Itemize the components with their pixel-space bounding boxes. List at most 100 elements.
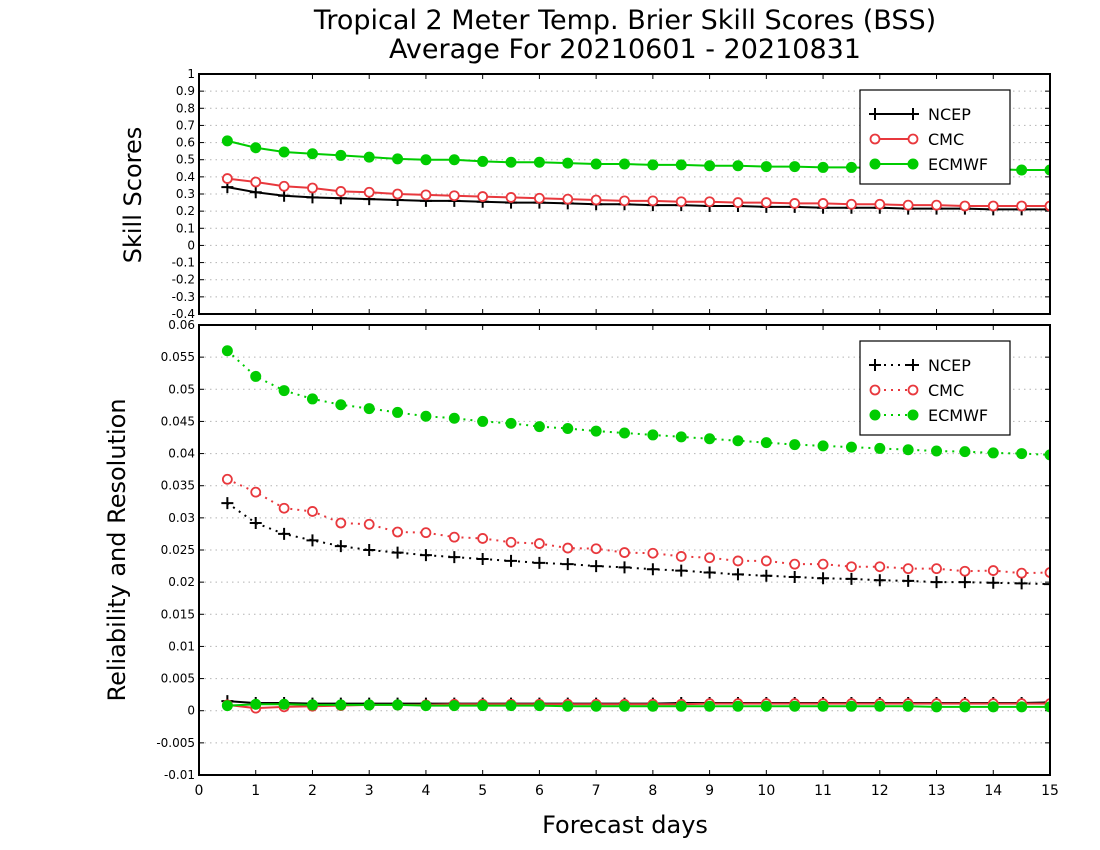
relres-ncep-point: [533, 556, 546, 569]
relres-ecmwf-point: [987, 447, 999, 459]
relres-ncep-point: [476, 553, 489, 565]
relres-cmc-point: [250, 486, 262, 498]
relres-cmc-point: [874, 561, 886, 573]
relres-ncep-point: [873, 574, 886, 587]
relres-ncep-point: [249, 517, 262, 529]
relres-ncep-point: [902, 574, 915, 587]
relres-ecmwf-point: [675, 700, 687, 712]
skill-cmc-point: [902, 199, 914, 211]
relres-cmc-point: [675, 551, 687, 562]
relres-ncep-point: [391, 546, 404, 559]
skill-cmc-point: [704, 196, 715, 208]
skill-ecmwf-point: [732, 160, 744, 172]
skill-ytick-label: 0.6: [176, 136, 195, 150]
relres-ncep-point: [958, 576, 971, 589]
relres-legend-ncep-marker: [907, 359, 919, 371]
skill-ytick-label: 0: [187, 238, 195, 252]
relres-cmc-point: [1016, 567, 1028, 579]
relres-ncep-point: [561, 558, 574, 571]
relres-plot-frame: [198, 324, 1051, 776]
relres-ncep-dotted-line: [226, 502, 1050, 586]
relres-ytick-label: 0.015: [161, 607, 195, 621]
relres-ecmwf-point: [420, 410, 432, 422]
skill-cmc-point: [335, 186, 347, 197]
relres-ecmwf-point: [250, 370, 262, 382]
skill-legend-ncep-marker: [869, 108, 881, 120]
relres-ncep-point: [987, 576, 1000, 589]
skill-ecmwf-point: [448, 154, 460, 166]
xtick-label: 4: [421, 783, 430, 799]
skill-cmc-point: [959, 200, 971, 212]
relres-cmc-point: [959, 565, 971, 577]
relres-ytick-label: 0: [187, 704, 195, 718]
relres-cmc-point: [392, 526, 403, 538]
xtick-label: 12: [871, 783, 889, 799]
relres-ecmwf-point: [619, 427, 630, 439]
relres-cmc-point: [789, 558, 801, 570]
skill-cmc-point: [562, 193, 574, 205]
skill-cmc-point: [732, 197, 744, 208]
skill-ecmwf-point: [619, 158, 630, 170]
relres-cmc-point: [817, 558, 829, 570]
relres-legend-ecmwf-marker: [907, 409, 919, 421]
relres-ecmwf-point: [392, 699, 404, 711]
relres-cmc-point: [448, 531, 460, 543]
relres-ncep-point: [1044, 578, 1050, 591]
relres-ecmwf-point: [959, 701, 971, 713]
relres-ecmwf-point: [789, 700, 801, 712]
relres-ecmwf-point: [1016, 448, 1028, 460]
skill-series-group: [221, 135, 1050, 216]
xtick-label: 5: [478, 783, 487, 799]
relres-ecmwf-point: [817, 700, 829, 712]
skill-ecmwf-point: [845, 161, 857, 173]
relres-ecmwf-point: [760, 700, 772, 712]
relres-cmc-point: [647, 547, 659, 559]
skill-cmc-point: [817, 198, 829, 209]
relres-ecmwf-point: [363, 699, 375, 711]
relres-series-group: [221, 345, 1050, 714]
skill-cmc-point: [534, 192, 545, 204]
relres-cmc-point: [590, 543, 602, 555]
relres-ncep-point: [1015, 577, 1028, 590]
skill-ecmwf-point: [675, 159, 687, 171]
xtick-label: 7: [592, 783, 601, 799]
skill-ecmwf-point: [278, 146, 290, 158]
skill-cmc-point: [392, 188, 403, 200]
relres-ytick-label: 0.05: [168, 382, 195, 396]
relres-ecmwf-point: [420, 700, 432, 712]
skill-cmc-point: [250, 176, 262, 188]
xtick-label: 15: [1041, 783, 1059, 799]
skill-plot-frame: [198, 73, 1051, 315]
relres-cmc-point: [534, 538, 545, 549]
reliability-resolution-panel: 0.060.0550.050.0450.040.0350.030.0250.02…: [156, 318, 1059, 799]
relres-ecmwf-point: [306, 699, 318, 711]
relres-ecmwf-point: [959, 446, 971, 458]
relres-ecmwf-point: [732, 435, 744, 447]
relres-legend-ncep-label: NCEP: [928, 356, 971, 375]
relres-cmc-point: [987, 565, 999, 576]
relres-ytick-label: 0.03: [168, 511, 195, 525]
skill-ecmwf-point: [363, 151, 375, 163]
skill-cmc-point: [505, 192, 517, 203]
relres-ncep-point: [675, 564, 688, 577]
skill-ncep-point: [278, 189, 291, 202]
relres-ecmwf-point: [335, 699, 347, 711]
relres-cmc-point: [335, 517, 347, 529]
relres-ecmwf-point: [845, 441, 857, 453]
skill-cmc-point: [477, 191, 489, 202]
relres-ecmwf-point: [874, 700, 886, 712]
skill-legend-ecmwf-marker: [907, 158, 919, 170]
xtick-label: 10: [757, 783, 775, 799]
relres-ecmwf-point: [1044, 701, 1050, 713]
skill-legend-box: [859, 89, 1011, 185]
xtick-label: 14: [984, 783, 1002, 799]
relres-ecmwf-point: [704, 700, 716, 712]
xtick-label: 1: [251, 783, 260, 799]
skill-cmc-point: [931, 199, 942, 211]
skill-ytick-label: 0.2: [176, 204, 195, 218]
skill-cmc-point: [1044, 200, 1050, 212]
relres-ecmwf-point: [987, 701, 999, 713]
relres-ytick-label: 0.025: [161, 543, 195, 557]
relres-ecmwf-point: [732, 700, 744, 712]
skill-ytick-label: 1: [187, 67, 195, 81]
